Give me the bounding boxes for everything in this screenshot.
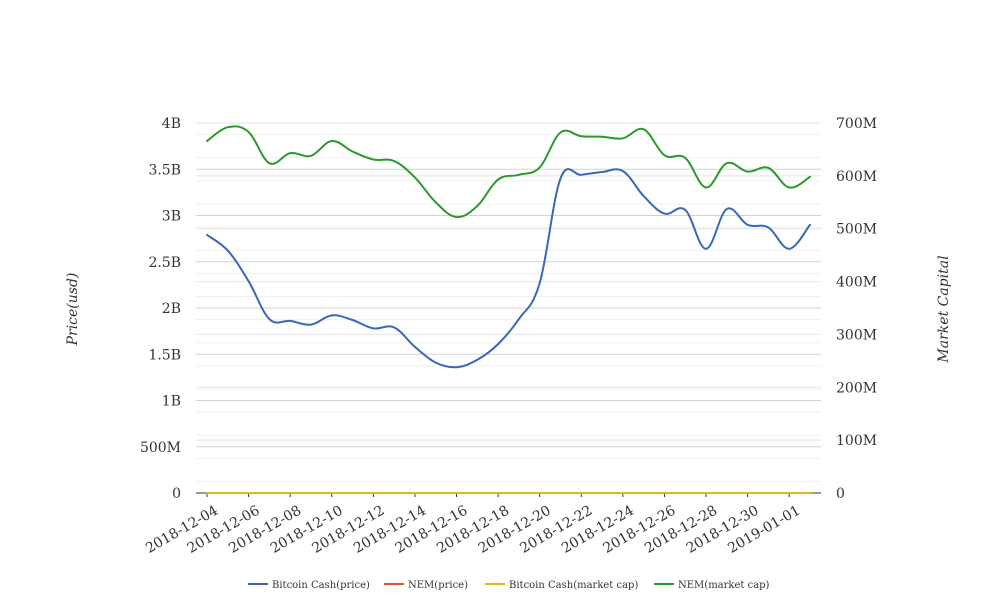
y-right-tick-label: 300M [836,327,877,343]
y-right-tick-label: 600M [836,169,877,185]
y-left-tick-label: 1.5B [148,347,181,363]
y-right-tick-label: 700M [836,116,877,132]
y-left-tick-label: 3.5B [148,162,181,178]
series-layer [206,125,811,495]
y-right-axis-title: Market Capital [936,255,952,363]
y-left-tick-label: 2B [162,301,181,317]
y-right-tick-label: 200M [836,380,877,396]
y-right-tick-label: 500M [836,222,877,238]
y-left-tick-label: 4B [162,116,181,132]
y-left-axis-title: Price(usd) [65,273,81,347]
y-left-tick-label: 1B [162,394,181,410]
legend-label: NEM(price) [408,580,468,591]
y-left-tick-label: 500M [140,440,181,456]
x-axis: 2018-12-042018-12-062018-12-082018-12-10… [143,492,821,557]
y-left-ticks: 0 500M 1B 1.5B 2B 2.5B 3B 3.5B 4B [140,116,181,502]
y-left-tick-label: 0 [172,486,181,502]
legend-label: Bitcoin Cash(market cap) [509,580,638,591]
series-line-nem-market-cap [206,125,811,219]
series-line-bitcoin-cash-price [206,168,811,369]
y-right-ticks: 0 100M 200M 300M 400M 500M 600M 700M [836,116,877,502]
y-right-tick-label: 100M [836,433,877,449]
legend-label: NEM(market cap) [678,580,770,591]
legend: Bitcoin Cash(price) NEM(price) Bitcoin Cas… [248,580,770,591]
y-right-tick-label: 400M [836,275,877,291]
y-right-tick-label: 0 [836,486,845,502]
y-left-tick-label: 3B [162,209,181,225]
legend-label: Bitcoin Cash(price) [272,580,370,591]
y-left-tick-label: 2.5B [148,255,181,271]
